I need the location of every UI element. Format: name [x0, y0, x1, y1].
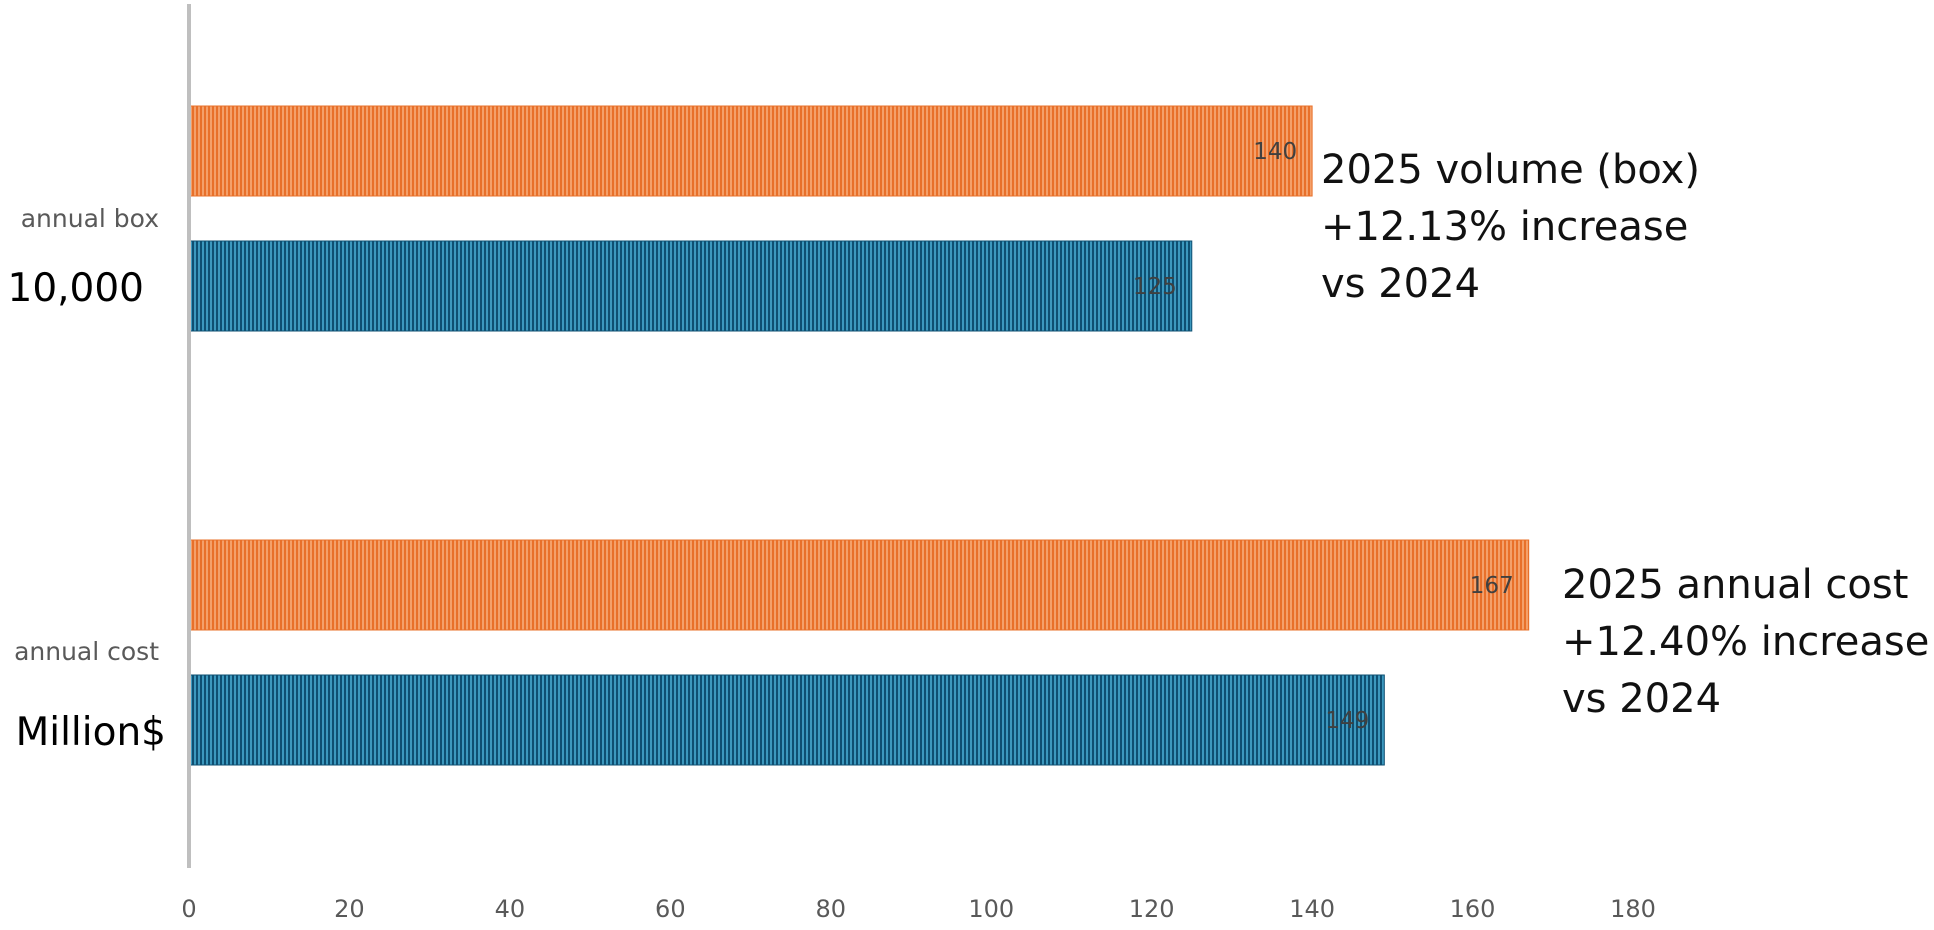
x-tick-label: 160	[1450, 895, 1496, 923]
annotation-line: vs 2024	[1562, 676, 1721, 722]
category-unit-label: Million$	[16, 710, 166, 755]
bar-box-2024	[188, 240, 1193, 332]
x-tick-label: 60	[655, 895, 686, 923]
x-tick-label: 20	[334, 895, 365, 923]
x-tick-label: 0	[181, 895, 196, 923]
bar-value-label: 125	[1133, 274, 1177, 300]
annotation-line: +12.40% increase	[1562, 619, 1929, 665]
category-unit-label: 10,000	[8, 266, 144, 311]
bar-value-label: 149	[1325, 708, 1369, 734]
category-label: annual box	[21, 204, 159, 233]
annotation-line: vs 2024	[1321, 261, 1480, 307]
bar-cost-2024	[188, 674, 1385, 766]
x-tick-label: 140	[1289, 895, 1335, 923]
x-tick-label: 100	[968, 895, 1014, 923]
x-tick-label: 80	[816, 895, 847, 923]
x-tick-label: 40	[495, 895, 526, 923]
annotation-line: +12.13% increase	[1321, 204, 1688, 250]
bar-box-2025	[188, 105, 1313, 197]
x-tick-label: 180	[1610, 895, 1656, 923]
annotation-line: 2025 annual cost	[1562, 562, 1908, 608]
bar-value-label: 167	[1470, 573, 1514, 599]
category-label: annual cost	[14, 637, 159, 666]
bar-value-label: 140	[1253, 139, 1297, 165]
bars-layer	[188, 105, 1530, 766]
annotation-line: 2025 volume (box)	[1321, 147, 1700, 193]
bar-cost-2025	[188, 539, 1530, 631]
labels-layer: 140 125 167 149 annual box 10,000 annual cost M…	[8, 139, 1930, 923]
x-tick-label: 120	[1129, 895, 1175, 923]
